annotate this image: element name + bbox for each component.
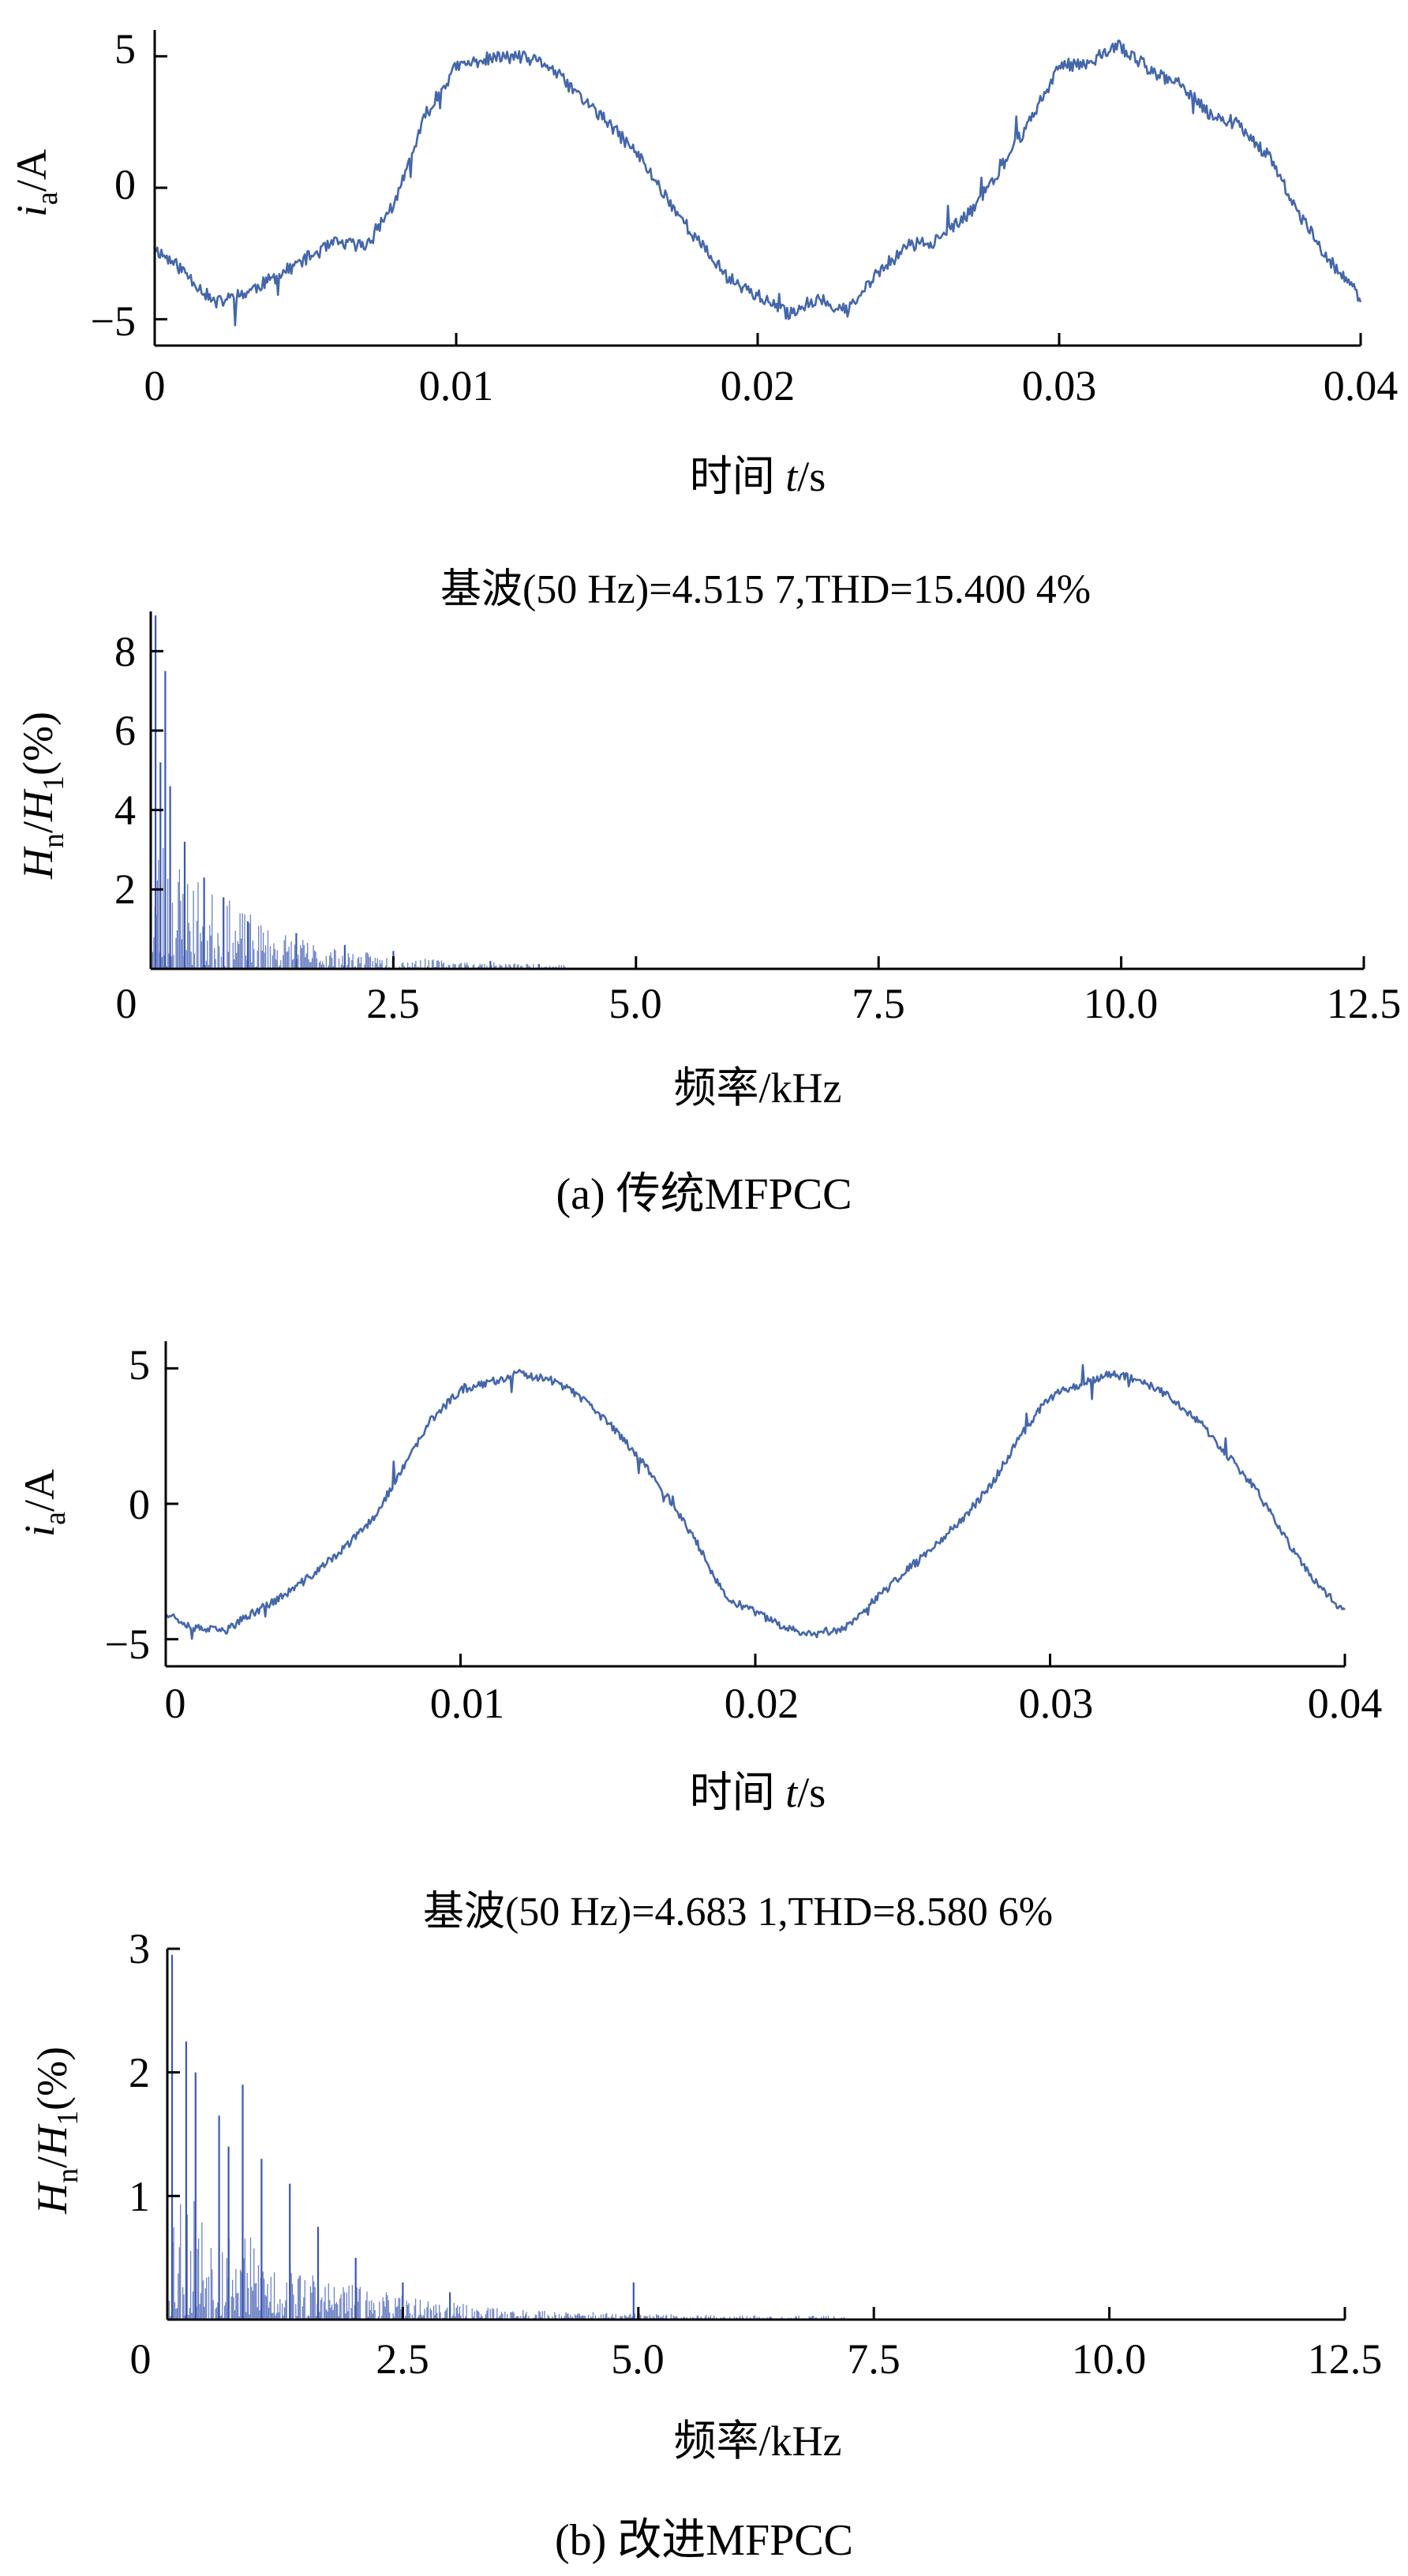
- panel-b-ia-series-line: [165, 1363, 1346, 1640]
- panel-b-spectrum-ytick-2: 2: [129, 2049, 150, 2096]
- panel-b-spectrum-ylabel: Hn/H1(%): [28, 2047, 84, 2215]
- panel-b-time-waveform: [165, 1363, 1346, 1640]
- panel-a-spectrum-xlabel: 频率/kHz: [674, 1064, 842, 1112]
- panel-a-spectrum-ytick-8: 8: [114, 628, 136, 675]
- panel-b-time-ytick-minus5: −5: [105, 1621, 150, 1668]
- panel-a-spectrum-ytick-2: 2: [114, 866, 136, 913]
- panel-b-spectrum-ytick-1: 1: [129, 2173, 150, 2220]
- panel-a-time-xtick-4: 0.04: [1324, 362, 1399, 409]
- panel-a-time-xtick-3: 0.03: [1022, 362, 1097, 409]
- panel-b-time-xlabel: 时间 t/s: [690, 1769, 826, 1816]
- panel-a-caption: (a) 传统MFPCC: [556, 1170, 852, 1219]
- panel-a-time-xlabel: 时间 t/s: [690, 453, 826, 500]
- panel-a-ia-series-line: [154, 39, 1362, 327]
- panel-a-spectrum-bars: [152, 615, 568, 969]
- panel-a-spectrum-xtick-0: 0: [116, 980, 137, 1027]
- panel-b-spectrum-xtick-10-0: 10.0: [1072, 2335, 1147, 2383]
- panel-b-time-ylabel: ia/A: [16, 1469, 72, 1537]
- panel-b-time-xtick-3: 0.03: [1019, 1680, 1094, 1727]
- panel-a-spectrum-xtick-12-5: 12.5: [1327, 980, 1402, 1027]
- panel-a-spectrum-xtick-7-5: 7.5: [852, 980, 905, 1027]
- panel-b-time-ytick-0: 0: [129, 1481, 150, 1528]
- panel-b-spectrum-xtick-12-5: 12.5: [1308, 2335, 1383, 2383]
- panel-b-spectrum-xtick-5-0: 5.0: [611, 2335, 665, 2383]
- panel-b-time-ytick-5: 5: [129, 1341, 150, 1389]
- panel-a-spectrum-ytick-6: 6: [114, 707, 136, 754]
- panel-a-spectrum-title: 基波(50 Hz)=4.515 7,THD=15.400 4%: [440, 567, 1091, 612]
- panel-b-time-xtick-1: 0.01: [430, 1680, 505, 1727]
- panel-a-spectrum-plot: 基波(50 Hz)=4.515 7,THD=15.400 4% 0 2.5 5.…: [14, 567, 1401, 1112]
- panel-a-spectrum-ticks: [149, 649, 1365, 969]
- panel-a-time-ylabel: ia/A: [8, 149, 64, 217]
- panel-a-time-xtick-2: 0.02: [721, 362, 796, 409]
- panel-b-time-xtick-2: 0.02: [725, 1680, 799, 1727]
- panel-a-time-xtick-0: 0: [144, 362, 166, 409]
- panel-b-spectrum-plot: 基波(50 Hz)=4.683 1,THD=8.580 6% 0 2.5 5.0…: [28, 1890, 1382, 2465]
- panel-a-time-waveform: [154, 39, 1362, 327]
- panel-b-spectrum-title: 基波(50 Hz)=4.683 1,THD=8.580 6%: [423, 1890, 1053, 1935]
- panel-b-spectrum-xtick-2-5: 2.5: [376, 2335, 429, 2383]
- panel-a-time-xtick-1: 0.01: [419, 362, 494, 409]
- panel-b-time-ticks: [164, 1367, 1346, 1666]
- panel-a-spectrum-ylabel: Hn/H1(%): [14, 712, 70, 880]
- panel-b-spectrum-xtick-7-5: 7.5: [847, 2335, 901, 2383]
- panel-b-spectrum-xlabel: 频率/kHz: [674, 2417, 842, 2465]
- panel-a-spectrum-xtick-10-0: 10.0: [1084, 980, 1159, 1027]
- panel-a-spectrum-xtick-5-0: 5.0: [609, 980, 662, 1027]
- panel-b-spectrum-xtick-0: 0: [130, 2335, 152, 2383]
- panel-a-spectrum-ytick-4: 4: [114, 787, 136, 834]
- panel-b-spectrum-ytick-3: 3: [129, 1925, 150, 1972]
- panel-b-time-xtick-4: 0.04: [1308, 1680, 1383, 1727]
- panel-a-time-ytick-0: 0: [114, 161, 136, 208]
- panel-b-spectrum-bars: [168, 1954, 846, 2320]
- panel-b-time-xtick-0: 0: [165, 1680, 186, 1727]
- panel-a-time-plot: 0 0.01 0.02 0.03 0.04 5 0 −5 ia/A 时间 t/s: [8, 25, 1398, 500]
- panel-a-time-ticks: [153, 54, 1362, 346]
- panel-a-time-ytick-minus5: −5: [91, 297, 136, 345]
- panel-a-time-ytick-5: 5: [114, 25, 136, 73]
- panel-b-time-plot: 0 0.01 0.02 0.03 0.04 5 0 −5 ia/A 时间 t/s: [16, 1341, 1382, 1816]
- panel-a-spectrum-xtick-2-5: 2.5: [366, 980, 420, 1027]
- panel-b-spectrum-ticks: [166, 1947, 1346, 2320]
- panel-b-caption: (b) 改进MFPCC: [555, 2516, 853, 2565]
